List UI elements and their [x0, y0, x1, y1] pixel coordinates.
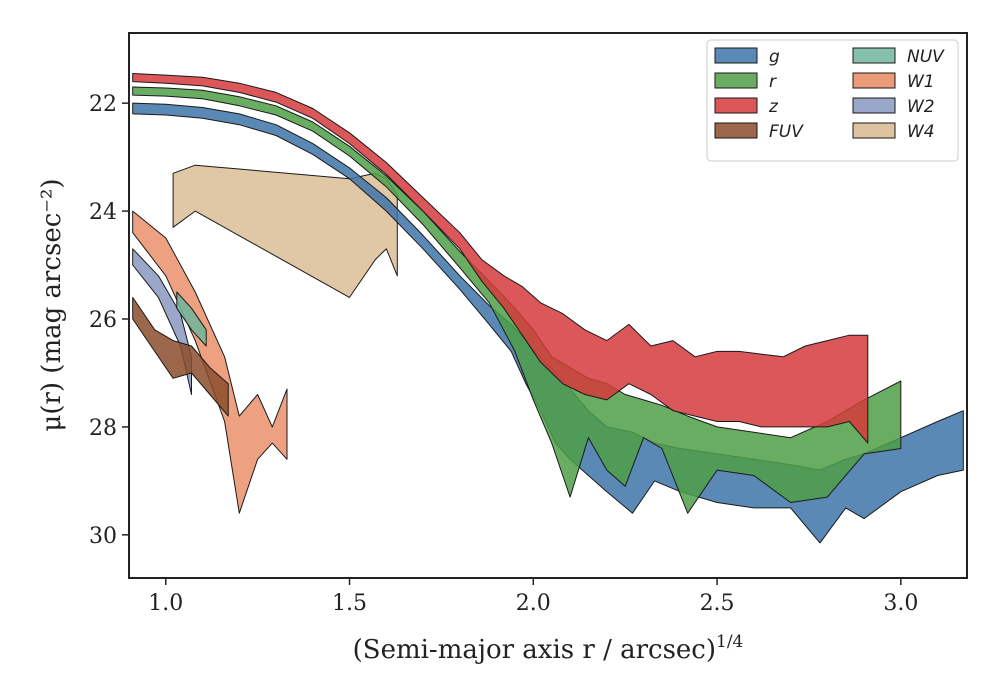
band-r — [132, 86, 902, 514]
legend-label-nuv: NUV — [907, 47, 945, 67]
y-tick-label: 24 — [89, 200, 117, 225]
band-w2 — [132, 248, 192, 395]
legend-swatch-g — [714, 47, 758, 64]
x-axis-ticks: 1.0 1.5 2.0 2.5 3.0 — [148, 578, 918, 616]
y-tick-label: 26 — [89, 308, 117, 333]
x-tick-label: 2.5 — [700, 591, 735, 616]
legend-label-g: g — [769, 47, 780, 67]
legend-swatch-w4 — [852, 122, 896, 139]
legend-swatch-w2 — [852, 97, 896, 114]
legend-label-w2: W2 — [907, 97, 935, 117]
y-tick-label: 22 — [89, 92, 117, 117]
legend-swatch-w1 — [852, 72, 896, 89]
x-tick-label: 3.0 — [883, 591, 918, 616]
legend-label-w1: W1 — [907, 72, 935, 92]
legend-swatch-z — [714, 97, 758, 114]
legend-swatch-fuv — [714, 122, 758, 139]
legend-label-fuv: FUV — [769, 122, 804, 142]
legend: grz FUV NUV W1 W2 W4 — [706, 39, 959, 162]
y-tick-label: 30 — [89, 524, 117, 549]
plot-frame — [128, 32, 968, 579]
legend-swatch-nuv — [852, 47, 896, 64]
y-axis-label: μ(r) (mag arcsec⁻²) — [37, 178, 67, 431]
band-z — [132, 73, 869, 444]
x-tick-label: 1.5 — [332, 591, 367, 616]
band-nuv — [176, 291, 207, 347]
legend-swatch-r — [714, 72, 758, 89]
profile-bands — [132, 73, 964, 544]
legend-label-z: z — [768, 97, 779, 117]
x-tick-label: 2.0 — [516, 591, 551, 616]
x-axis-label-exponent: 1/4 — [716, 632, 743, 652]
y-axis-ticks: 22 24 26 28 30 — [89, 92, 129, 549]
legend-label-w4: W4 — [907, 122, 935, 142]
band-g — [132, 102, 964, 544]
y-tick-label: 28 — [89, 416, 117, 441]
x-axis-label: (Semi-major axis r / arcsec)1/4 — [353, 632, 744, 665]
legend-label-r: r — [769, 72, 777, 92]
x-tick-label: 1.0 — [148, 591, 183, 616]
band-fuv — [132, 296, 229, 417]
x-axis-label-text: (Semi-major axis r / arcsec) — [353, 635, 716, 665]
